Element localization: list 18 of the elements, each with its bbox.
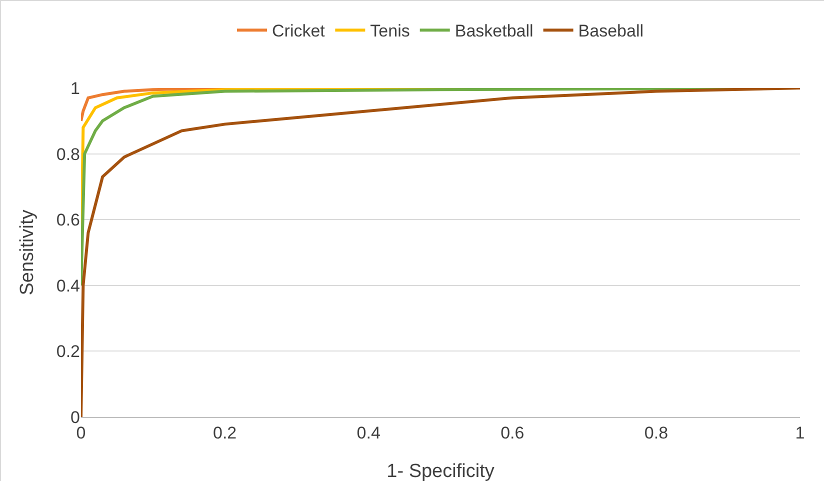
x-tick-label: 0.8 [644, 423, 668, 442]
x-tick-label: 1 [795, 423, 805, 442]
legend-label: Baseball [578, 22, 644, 41]
y-tick-label: 0.8 [56, 144, 80, 164]
y-tick-label: 0.6 [56, 210, 80, 230]
y-tick-label: 0.4 [56, 276, 80, 296]
y-tick-label: 0.2 [56, 342, 80, 362]
x-tick-label: 0.4 [356, 423, 380, 442]
legend-label: Tenis [370, 22, 410, 41]
legend-label: Cricket [272, 22, 326, 41]
y-axis-title: Sensitivity [17, 209, 38, 296]
x-tick-label: 0.2 [212, 423, 237, 442]
line-series [81, 88, 800, 417]
x-axis-title: 1- Specificity [386, 461, 495, 481]
y-tick-label: 1 [70, 78, 80, 98]
legend-label: Basketball [454, 22, 534, 41]
x-tick-label: 0.6 [500, 423, 524, 442]
y-tick-label: 0 [70, 408, 80, 427]
